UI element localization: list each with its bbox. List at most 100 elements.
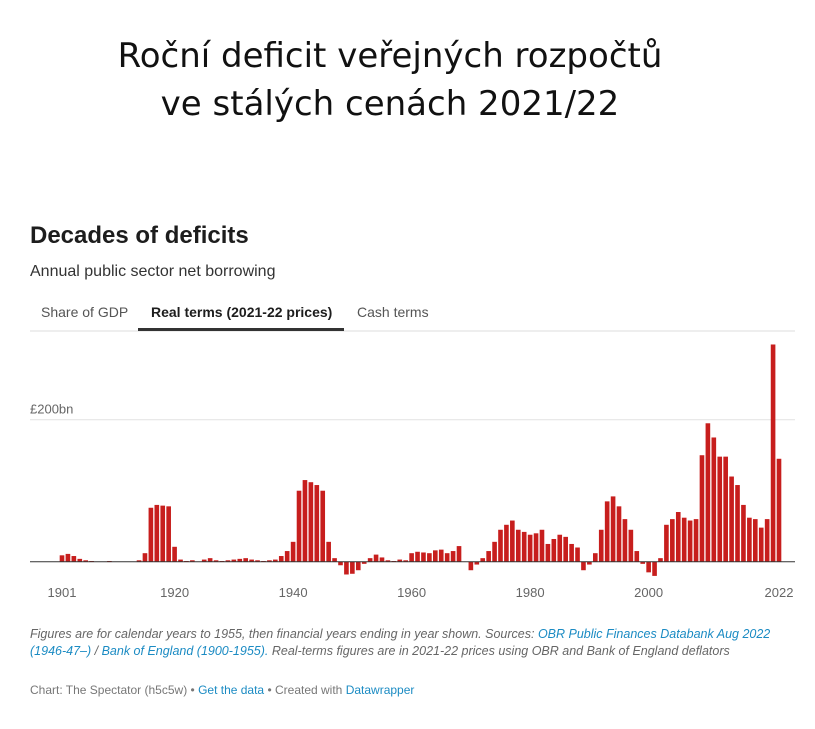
credit: Chart: The Spectator (h5c5w) • Get the d…	[30, 683, 414, 697]
bar	[278, 556, 284, 562]
bar	[433, 550, 438, 562]
bar	[664, 524, 669, 562]
bar	[687, 520, 693, 562]
bar	[142, 553, 148, 562]
bar	[415, 551, 420, 562]
bar	[308, 482, 314, 562]
tab[interactable]: Cash terms	[357, 304, 429, 320]
bar	[172, 546, 177, 562]
bar	[515, 529, 521, 562]
bar	[675, 512, 681, 562]
bar	[154, 504, 160, 562]
bar	[59, 555, 65, 562]
x-tick-label: 1980	[516, 585, 545, 600]
credit-text: • Created with	[264, 683, 346, 697]
bar	[243, 558, 249, 562]
bar	[658, 558, 663, 562]
bar	[758, 527, 764, 562]
note-text: Figures are for calendar years to 1955, …	[30, 627, 538, 641]
bar	[456, 546, 462, 562]
bar	[610, 496, 616, 562]
note-text: /	[91, 644, 102, 658]
bar	[752, 519, 758, 562]
bar	[587, 561, 592, 565]
bar	[302, 480, 308, 562]
bar	[604, 501, 610, 562]
bar	[527, 534, 533, 562]
x-tick-label: 1940	[279, 585, 308, 600]
bar	[273, 559, 278, 562]
bar	[201, 559, 207, 562]
bar	[373, 554, 379, 562]
bar	[361, 561, 367, 564]
bar	[344, 561, 349, 575]
bar	[717, 456, 723, 562]
credit-text: Chart: The Spectator (h5c5w)	[30, 683, 188, 697]
bar	[409, 553, 414, 562]
bar	[545, 543, 551, 562]
bar	[575, 547, 580, 562]
tab-active[interactable]: Real terms (2021-22 prices)	[151, 304, 333, 320]
bar	[681, 517, 687, 562]
bar	[65, 553, 71, 562]
bar	[557, 534, 563, 562]
bar	[350, 561, 355, 574]
bar	[551, 538, 557, 562]
bar	[421, 552, 426, 562]
bar	[77, 558, 83, 562]
bar	[729, 476, 734, 562]
bar	[237, 558, 243, 562]
bar	[255, 560, 260, 562]
x-tick-label: 1920	[160, 585, 189, 600]
bar	[474, 561, 480, 565]
bar	[569, 543, 574, 562]
bar	[616, 506, 622, 562]
bar	[267, 560, 272, 562]
bar	[320, 490, 326, 562]
x-tick-label: 2022	[765, 585, 794, 600]
bar	[563, 536, 568, 562]
bar	[83, 560, 89, 562]
notes: Figures are for calendar years to 1955, …	[30, 626, 790, 660]
slide-title: Roční deficit veřejných rozpočtů	[117, 36, 663, 76]
bar	[367, 558, 373, 562]
source-link[interactable]: OBR Public Finances Databank Aug 2022 (1…	[30, 627, 771, 658]
bar	[326, 541, 331, 562]
bar	[504, 524, 509, 562]
tab[interactable]: Share of GDP	[41, 304, 129, 320]
bar	[521, 531, 527, 562]
bar	[480, 558, 486, 562]
chart-subtitle: Annual public sector net borrowing	[30, 263, 276, 280]
data-link[interactable]: Get the data	[198, 683, 265, 697]
bar	[711, 437, 717, 562]
bar	[427, 553, 432, 562]
bar	[166, 506, 171, 562]
bar	[332, 558, 337, 562]
bar	[207, 558, 213, 562]
bar	[492, 541, 497, 562]
bar	[314, 485, 320, 562]
source-link[interactable]: Bank of England (1900-1955).	[101, 644, 269, 658]
bar	[290, 541, 296, 562]
tab-underline	[138, 328, 344, 331]
bar	[468, 561, 474, 571]
bar	[438, 549, 444, 562]
bar	[178, 559, 183, 562]
bar	[735, 485, 740, 562]
bar	[385, 560, 391, 562]
bar	[160, 505, 166, 562]
bar	[699, 455, 705, 562]
bar	[190, 560, 195, 562]
bar	[71, 556, 77, 562]
bar	[628, 529, 634, 562]
bar	[723, 456, 728, 562]
bar	[652, 561, 657, 576]
datawrapper-link[interactable]: Datawrapper	[345, 683, 415, 697]
bar	[776, 458, 782, 562]
bar	[640, 561, 646, 564]
credit-sep: •	[187, 683, 199, 697]
bar	[403, 560, 408, 562]
bar	[533, 533, 539, 562]
bar	[296, 490, 302, 562]
